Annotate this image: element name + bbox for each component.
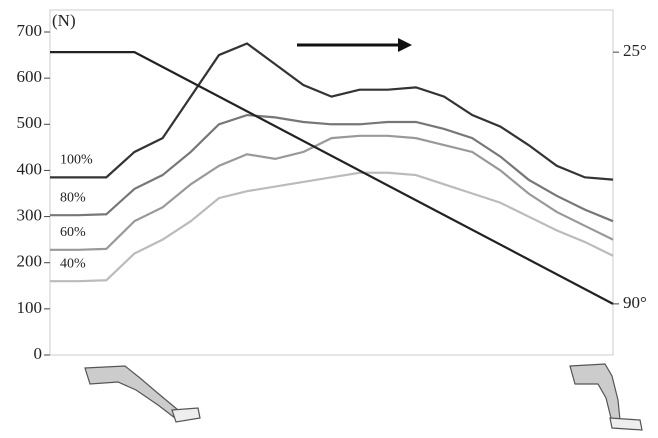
y-tick-label: 300 bbox=[17, 205, 43, 224]
plot-frame bbox=[50, 10, 613, 355]
y-tick-label: 0 bbox=[34, 344, 43, 363]
chart: (N) 0 100 200 300 400 500 600 700 25° 90° 100% 80% 6… bbox=[0, 0, 658, 433]
series-label: 60% bbox=[60, 225, 86, 240]
y2-tick-label: 25° bbox=[623, 41, 647, 60]
y-unit: (N) bbox=[52, 11, 76, 30]
arrow-head bbox=[398, 38, 412, 52]
series-line bbox=[50, 44, 613, 180]
y2-tick-label: 90° bbox=[623, 293, 647, 312]
y-tick-label: 400 bbox=[17, 159, 43, 178]
y-tick-label: 100 bbox=[17, 298, 43, 317]
series-label: 100% bbox=[60, 153, 93, 168]
series-line bbox=[50, 115, 613, 221]
y-tick-label: 500 bbox=[17, 113, 43, 132]
y-tick-label: 600 bbox=[17, 67, 43, 86]
leg-icon-start bbox=[85, 366, 200, 422]
series-label: 80% bbox=[60, 190, 86, 205]
y-tick-label: 200 bbox=[17, 252, 43, 271]
y-tick-label: 700 bbox=[17, 21, 43, 40]
series-label: 40% bbox=[60, 256, 86, 271]
leg-icon-end bbox=[570, 364, 642, 430]
